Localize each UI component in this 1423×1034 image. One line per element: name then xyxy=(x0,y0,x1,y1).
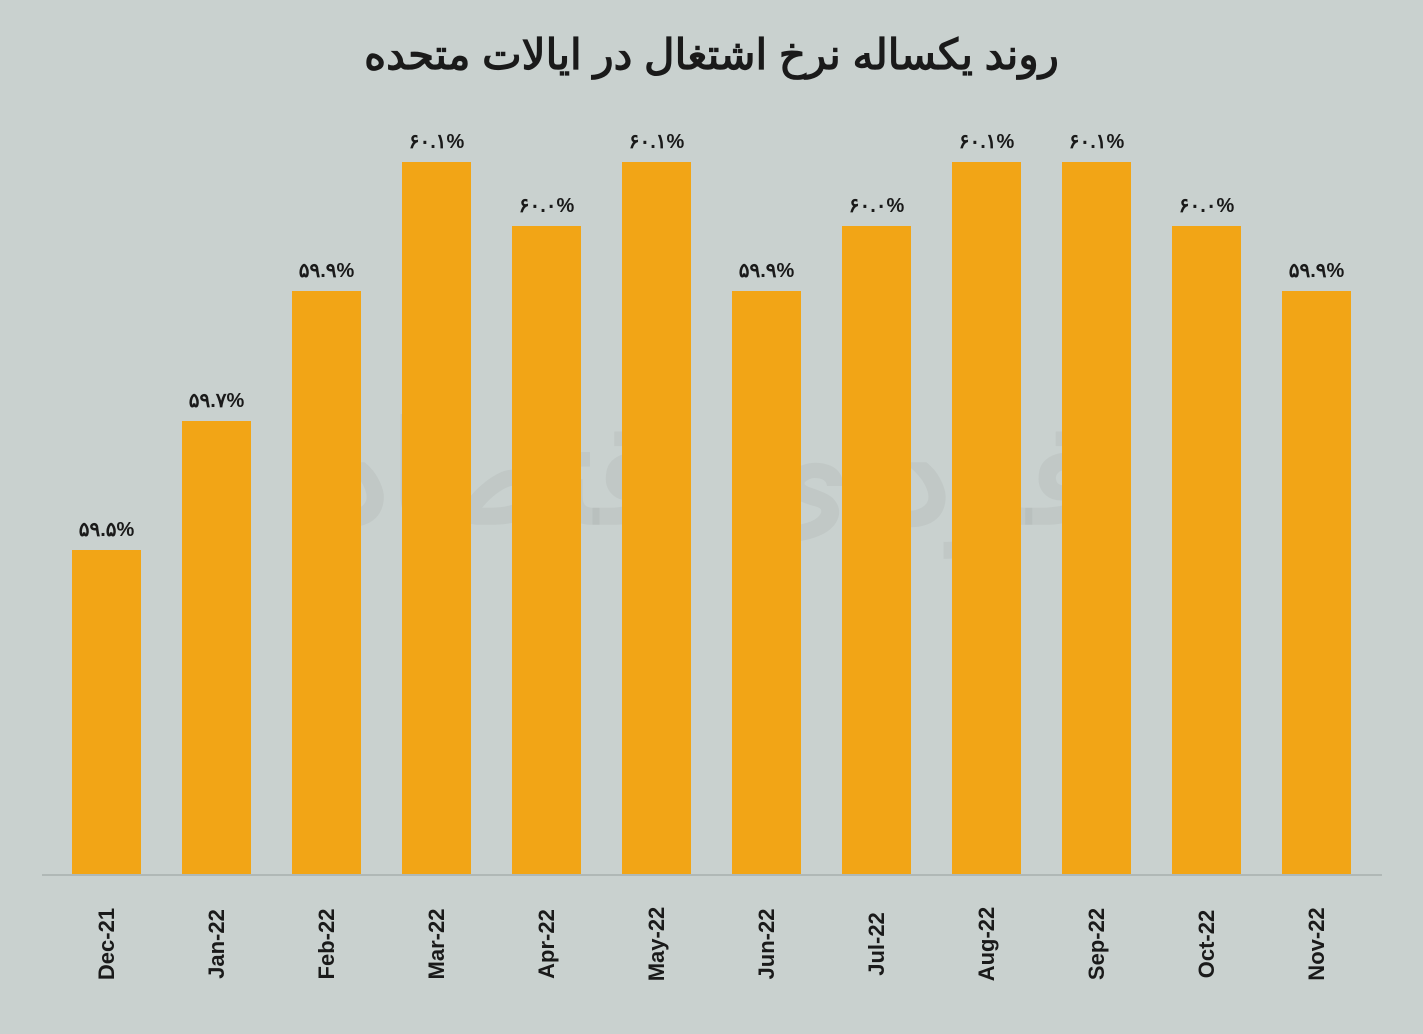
x-axis-label: Aug-22 xyxy=(937,889,1037,999)
bar xyxy=(182,421,250,874)
x-axis-label: Mar-22 xyxy=(387,889,487,999)
bar-value-label: ۶۰.۰% xyxy=(849,193,905,218)
bar xyxy=(1062,162,1130,874)
bar-value-label: ۵۹.۹% xyxy=(299,258,355,283)
bar-group: ۶۰.۱% xyxy=(932,129,1042,874)
bar-group: ۵۹.۷% xyxy=(162,129,272,874)
bar-group: ۶۰.۰% xyxy=(1152,129,1262,874)
x-axis-label: Jan-22 xyxy=(167,889,267,999)
bar-value-label: ۵۹.۹% xyxy=(739,258,795,283)
bar-value-label: ۶۰.۱% xyxy=(959,129,1015,154)
x-axis-label: Jun-22 xyxy=(717,889,817,999)
x-axis-label: Sep-22 xyxy=(1047,889,1147,999)
bar-group: ۵۹.۹% xyxy=(1262,129,1372,874)
bar xyxy=(72,550,140,874)
bar-group: ۵۹.۵% xyxy=(52,129,162,874)
bar xyxy=(732,291,800,874)
x-axis-label: May-22 xyxy=(607,889,707,999)
bar-group: ۶۰.۰% xyxy=(492,129,602,874)
x-axis-label: Apr-22 xyxy=(497,889,597,999)
chart-container: فردای اقتصاد ۵۹.۵%۵۹.۷%۵۹.۹%۶۰.۱%۶۰.۰%۶۰… xyxy=(42,129,1382,994)
bar-group: ۶۰.۱% xyxy=(1042,129,1152,874)
x-axis-label: Nov-22 xyxy=(1267,889,1367,999)
bar-value-label: ۶۰.۰% xyxy=(1179,193,1235,218)
bar xyxy=(622,162,690,874)
x-axis-label: Dec-21 xyxy=(57,889,157,999)
bar-value-label: ۵۹.۵% xyxy=(79,517,135,542)
bar xyxy=(842,226,910,874)
bar-value-label: ۵۹.۷% xyxy=(189,388,245,413)
bar-value-label: ۵۹.۹% xyxy=(1289,258,1345,283)
chart-title: روند یکساله نرخ اشتغال در ایالات متحده xyxy=(364,30,1059,79)
bar xyxy=(402,162,470,874)
bar-group: ۵۹.۹% xyxy=(712,129,822,874)
bar-group: ۶۰.۰% xyxy=(822,129,932,874)
bar-group: ۶۰.۱% xyxy=(602,129,712,874)
bar-value-label: ۶۰.۰% xyxy=(519,193,575,218)
bar-value-label: ۶۰.۱% xyxy=(629,129,685,154)
bar xyxy=(1282,291,1350,874)
bar xyxy=(952,162,1020,874)
plot-area: ۵۹.۵% ۵۹.۷% ۵۹.۹% ۶۰.۱% ۶۰.۰% ۶۰.۱% ۵۹.۹% ۶۰.۰%… xyxy=(42,129,1382,876)
x-axis-labels: Dec-21Jan-22Feb-22Mar-22Apr-22May-22Jun-… xyxy=(42,876,1382,994)
bar-group: ۶۰.۱% xyxy=(382,129,492,874)
bar-group: ۵۹.۹% xyxy=(272,129,382,874)
bar xyxy=(292,291,360,874)
bar-value-label: ۶۰.۱% xyxy=(409,129,465,154)
x-axis-label: Feb-22 xyxy=(277,889,377,999)
bar xyxy=(512,226,580,874)
bar xyxy=(1172,226,1240,874)
x-axis-label: Oct-22 xyxy=(1157,889,1257,999)
x-axis-label: Jul-22 xyxy=(827,889,927,999)
bar-value-label: ۶۰.۱% xyxy=(1069,129,1125,154)
